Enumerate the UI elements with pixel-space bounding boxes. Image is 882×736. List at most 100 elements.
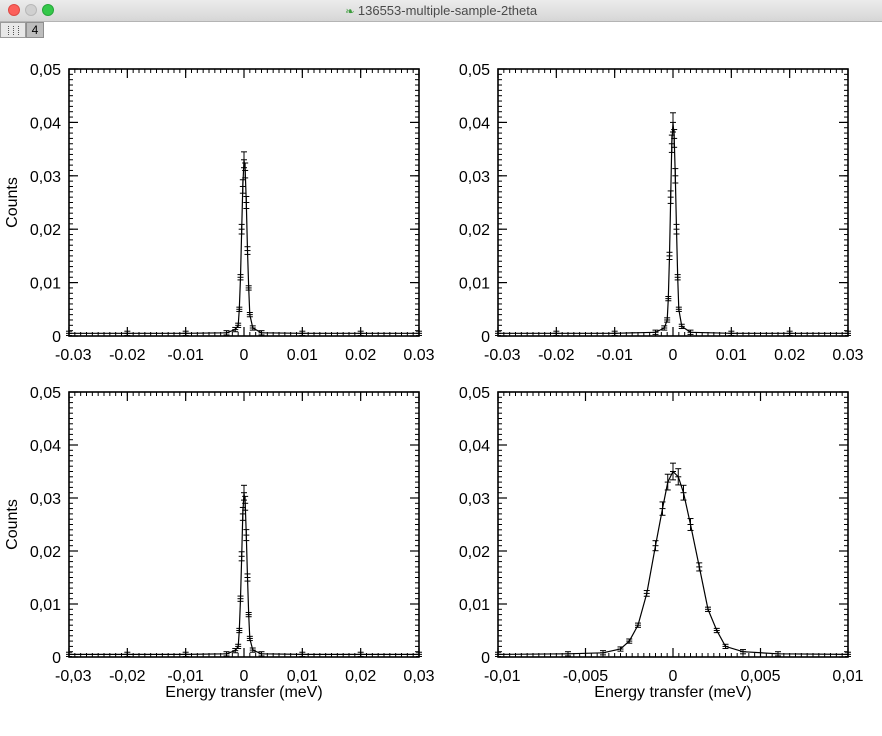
data-point <box>124 651 131 657</box>
y-tick-label: 0 <box>52 650 61 667</box>
y-tick-label: 0,02 <box>30 544 61 561</box>
x-tick-label: 0 <box>669 347 678 364</box>
y-axis-label: Counts <box>4 177 21 228</box>
data-point <box>672 168 679 184</box>
data-point <box>845 651 851 657</box>
data-point <box>680 484 687 501</box>
y-tick-label: 0,02 <box>459 544 490 561</box>
minimize-window-button[interactable] <box>25 4 37 16</box>
data-point <box>241 151 247 169</box>
data-point <box>299 651 306 657</box>
y-tick-label: 0,03 <box>459 169 490 186</box>
data-point <box>416 651 422 657</box>
app-leaf-icon: ❧ <box>345 6 355 18</box>
series-line <box>498 122 848 334</box>
window-title: 136553-multiple-sample-2theta <box>357 3 538 18</box>
data-point <box>659 501 666 516</box>
data-point <box>357 651 364 657</box>
data-point <box>495 330 501 336</box>
y-tick-label: 0 <box>481 329 490 346</box>
data-point <box>705 606 711 612</box>
data-point <box>243 529 250 542</box>
plot-count-button[interactable]: 4 <box>26 22 44 38</box>
series-line <box>69 159 419 334</box>
data-point <box>236 306 243 312</box>
series-line <box>69 492 419 656</box>
x-tick-label: -0,03 <box>55 668 92 685</box>
data-point <box>223 330 230 336</box>
x-tick-label: -0.03 <box>55 347 92 364</box>
data-point <box>237 595 244 602</box>
y-tick-label: 0 <box>52 329 61 346</box>
data-point <box>299 330 306 336</box>
x-tick-label: -0,02 <box>109 668 146 685</box>
data-point <box>244 573 251 582</box>
x-axis-label: Energy transfer (meV) <box>165 684 322 701</box>
data-point <box>237 274 244 281</box>
data-point <box>495 651 501 657</box>
data-point <box>652 329 659 335</box>
data-point <box>565 651 571 657</box>
data-point <box>740 649 746 655</box>
data-point <box>124 330 131 336</box>
data-point <box>675 306 682 312</box>
x-tick-label: 0,005 <box>740 668 780 685</box>
x-tick-label: 0.02 <box>774 347 805 364</box>
data-point <box>674 274 681 281</box>
x-tick-label: 0 <box>669 668 678 685</box>
data-point <box>626 638 633 644</box>
x-tick-label: -0.03 <box>484 347 521 364</box>
data-point <box>244 246 251 255</box>
data-point <box>667 190 674 204</box>
data-point <box>775 651 781 657</box>
data-point <box>241 484 247 501</box>
data-point <box>665 295 672 302</box>
data-point <box>66 651 72 657</box>
series-line <box>497 470 849 656</box>
data-point <box>416 330 422 336</box>
y-tick-label: 0,04 <box>30 115 61 132</box>
x-tick-label: 0.02 <box>345 347 376 364</box>
data-point <box>239 179 246 194</box>
y-tick-label: 0,01 <box>459 276 490 293</box>
x-tick-label: 0.01 <box>716 347 747 364</box>
x-tick-label: -0,01 <box>167 668 204 685</box>
data-point <box>246 312 253 318</box>
y-tick-label: 0,02 <box>30 222 61 239</box>
close-window-button[interactable] <box>8 4 20 16</box>
plot-frame <box>497 391 849 658</box>
data-point <box>553 330 560 336</box>
data-point <box>687 329 694 335</box>
y-tick-label: 0,04 <box>30 438 61 455</box>
data-point <box>670 112 676 133</box>
data-point <box>242 162 249 179</box>
data-point <box>675 468 682 486</box>
data-point <box>713 627 720 634</box>
data-point <box>249 325 256 331</box>
y-tick-label: 0,05 <box>30 62 61 79</box>
y-axis-label: Counts <box>4 499 21 550</box>
y-tick-label: 0,04 <box>459 438 490 455</box>
data-point <box>357 330 364 336</box>
toolbar-grip-handle[interactable] <box>0 22 26 38</box>
x-tick-label: -0.01 <box>167 347 204 364</box>
data-point <box>728 330 735 336</box>
data-point <box>235 322 242 328</box>
data-point <box>678 323 685 330</box>
data-point <box>258 330 265 336</box>
data-point <box>238 551 245 562</box>
data-point <box>617 646 624 652</box>
maximize-window-button[interactable] <box>42 4 54 16</box>
y-tick-label: 0 <box>481 650 490 667</box>
x-tick-label: -0.01 <box>596 347 633 364</box>
data-point <box>236 627 243 634</box>
chart-panel-3: -0,03 -0,02 -0,01 0 0,01 0,02 0,03 0 0,01 0,02 0,0… <box>4 385 435 701</box>
y-tick-label: 0,01 <box>30 276 61 293</box>
x-axis-label: Energy transfer (meV) <box>594 684 751 701</box>
y-tick-label: 0,05 <box>459 385 490 402</box>
y-tick-label: 0,04 <box>459 115 490 132</box>
data-point <box>670 462 676 481</box>
x-tick-label: 0,01 <box>287 668 318 685</box>
data-point <box>245 285 252 291</box>
x-tick-label: -0,005 <box>563 668 608 685</box>
